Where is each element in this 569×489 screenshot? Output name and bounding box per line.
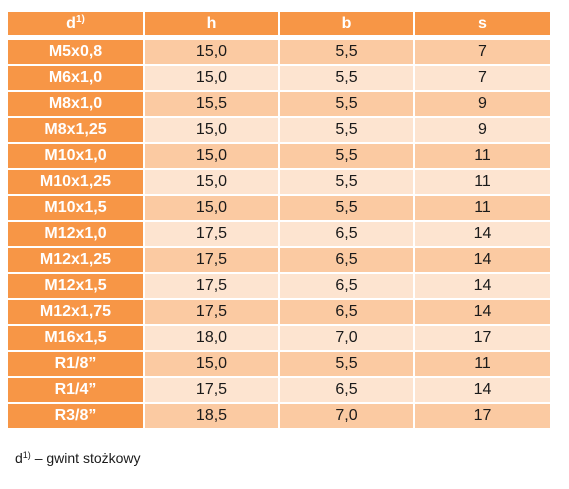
table-header: d1) h b s (8, 12, 550, 40)
cell-thread-size: M16x1,5 (8, 326, 145, 352)
footnote-d: d (15, 450, 23, 466)
header-b: b (280, 12, 415, 40)
cell-h: 17,5 (145, 300, 280, 326)
dimension-table: d1) h b s M5x0,8 15,0 5,5 7 M6x1,0 15,0 5,5 7 M8… (8, 12, 550, 430)
cell-thread-size: M12x1,25 (8, 248, 145, 274)
header-d-label: d (66, 15, 76, 32)
cell-b: 5,5 (280, 66, 415, 92)
cell-thread-size: M10x1,5 (8, 196, 145, 222)
cell-h: 15,0 (145, 118, 280, 144)
cell-thread-size: M5x0,8 (8, 40, 145, 66)
cell-b: 7,0 (280, 404, 415, 430)
header-row: d1) h b s (8, 12, 550, 40)
cell-b: 6,5 (280, 300, 415, 326)
table-row: M8x1,0 15,5 5,5 9 (8, 92, 550, 118)
cell-b: 5,5 (280, 196, 415, 222)
cell-h: 18,5 (145, 404, 280, 430)
table-row: R3/8” 18,5 7,0 17 (8, 404, 550, 430)
cell-s: 14 (415, 300, 550, 326)
cell-thread-size: R1/4” (8, 378, 145, 404)
table-row: R1/8” 15,0 5,5 11 (8, 352, 550, 378)
cell-b: 6,5 (280, 248, 415, 274)
cell-h: 18,0 (145, 326, 280, 352)
table-row: M10x1,5 15,0 5,5 11 (8, 196, 550, 222)
cell-b: 5,5 (280, 92, 415, 118)
table-row: M12x1,0 17,5 6,5 14 (8, 222, 550, 248)
cell-s: 9 (415, 92, 550, 118)
cell-s: 9 (415, 118, 550, 144)
table-row: M12x1,25 17,5 6,5 14 (8, 248, 550, 274)
cell-b: 5,5 (280, 144, 415, 170)
cell-s: 11 (415, 196, 550, 222)
cell-thread-size: M8x1,25 (8, 118, 145, 144)
cell-s: 11 (415, 144, 550, 170)
header-d-footnote-mark: 1) (75, 14, 85, 25)
cell-h: 17,5 (145, 378, 280, 404)
cell-thread-size: M12x1,75 (8, 300, 145, 326)
cell-s: 14 (415, 274, 550, 300)
cell-s: 17 (415, 326, 550, 352)
cell-s: 7 (415, 66, 550, 92)
cell-h: 15,0 (145, 352, 280, 378)
cell-b: 5,5 (280, 352, 415, 378)
cell-b: 7,0 (280, 326, 415, 352)
table-row: M12x1,75 17,5 6,5 14 (8, 300, 550, 326)
cell-b: 6,5 (280, 274, 415, 300)
cell-s: 14 (415, 248, 550, 274)
cell-h: 15,0 (145, 170, 280, 196)
cell-h: 17,5 (145, 222, 280, 248)
table-row: M10x1,0 15,0 5,5 11 (8, 144, 550, 170)
cell-thread-size: M12x1,5 (8, 274, 145, 300)
cell-h: 15,0 (145, 66, 280, 92)
dimension-table-container: d1) h b s M5x0,8 15,0 5,5 7 M6x1,0 15,0 5,5 7 M8… (8, 12, 550, 430)
cell-h: 17,5 (145, 248, 280, 274)
cell-s: 14 (415, 222, 550, 248)
cell-b: 5,5 (280, 170, 415, 196)
cell-b: 5,5 (280, 118, 415, 144)
footnote-mark: 1) (22, 450, 31, 460)
cell-thread-size: M10x1,0 (8, 144, 145, 170)
footnote-text: – gwint stożkowy (30, 450, 141, 466)
cell-s: 11 (415, 170, 550, 196)
cell-h: 15,0 (145, 40, 280, 66)
cell-b: 5,5 (280, 40, 415, 66)
cell-s: 11 (415, 352, 550, 378)
table-row: M10x1,25 15,0 5,5 11 (8, 170, 550, 196)
cell-thread-size: M6x1,0 (8, 66, 145, 92)
table-body: M5x0,8 15,0 5,5 7 M6x1,0 15,0 5,5 7 M8x1,0 15,5 5,… (8, 40, 550, 430)
table-row: R1/4” 17,5 6,5 14 (8, 378, 550, 404)
cell-s: 17 (415, 404, 550, 430)
header-s: s (415, 12, 550, 40)
cell-thread-size: M12x1,0 (8, 222, 145, 248)
cell-b: 6,5 (280, 222, 415, 248)
cell-thread-size: R1/8” (8, 352, 145, 378)
header-h: h (145, 12, 280, 40)
cell-h: 15,0 (145, 144, 280, 170)
cell-h: 17,5 (145, 274, 280, 300)
table-row: M6x1,0 15,0 5,5 7 (8, 66, 550, 92)
table-row: M16x1,5 18,0 7,0 17 (8, 326, 550, 352)
table-row: M12x1,5 17,5 6,5 14 (8, 274, 550, 300)
header-d: d1) (8, 12, 145, 40)
cell-thread-size: M10x1,25 (8, 170, 145, 196)
cell-b: 6,5 (280, 378, 415, 404)
cell-thread-size: R3/8” (8, 404, 145, 430)
footnote: d1) – gwint stożkowy (15, 450, 141, 466)
cell-s: 7 (415, 40, 550, 66)
cell-h: 15,5 (145, 92, 280, 118)
cell-thread-size: M8x1,0 (8, 92, 145, 118)
table-row: M8x1,25 15,0 5,5 9 (8, 118, 550, 144)
cell-h: 15,0 (145, 196, 280, 222)
table-row: M5x0,8 15,0 5,5 7 (8, 40, 550, 66)
cell-s: 14 (415, 378, 550, 404)
